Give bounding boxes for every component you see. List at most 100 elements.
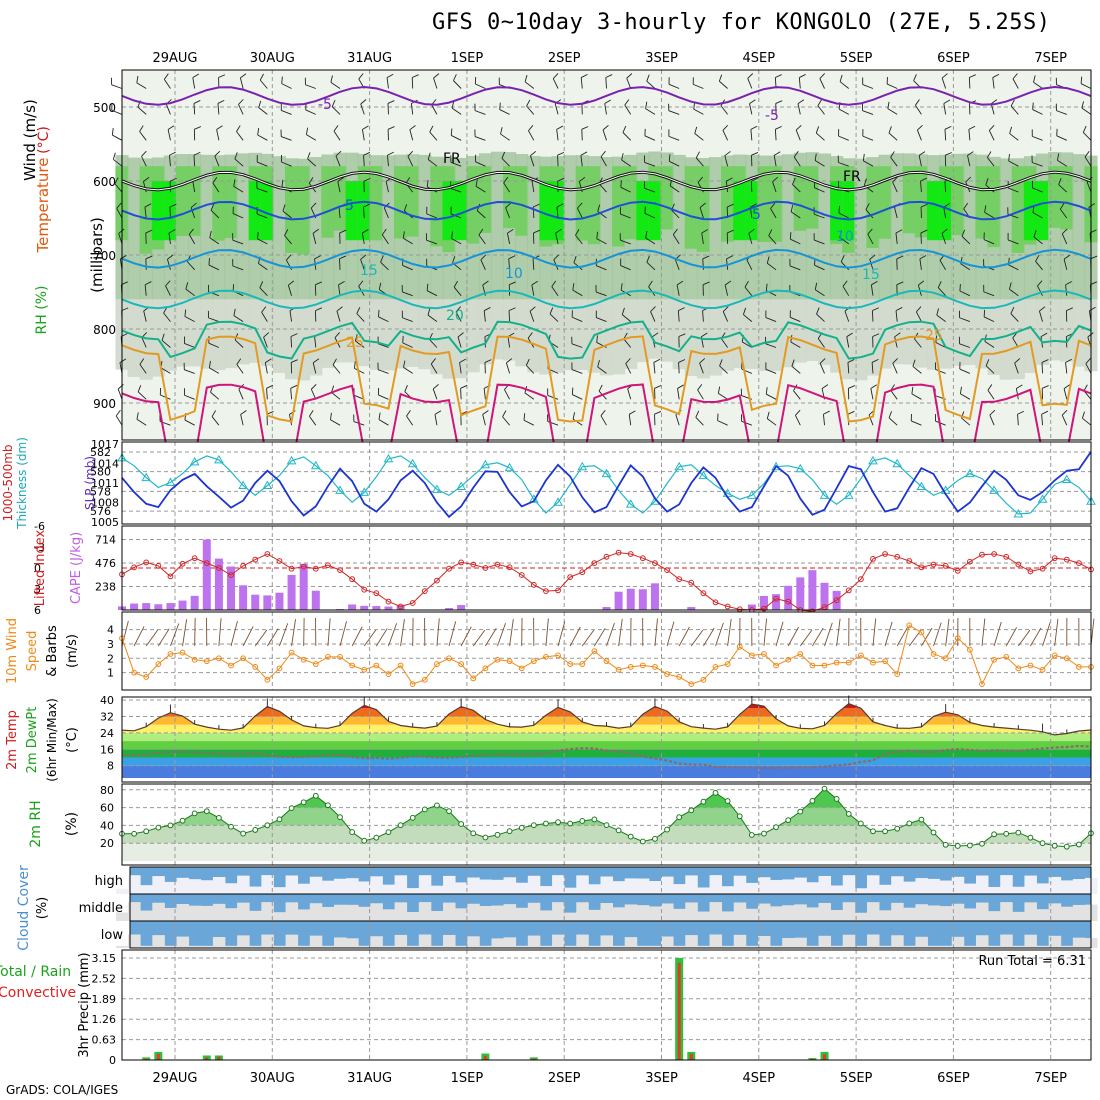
wind-barb — [918, 155, 922, 167]
wind-barb — [281, 110, 292, 115]
wind-barb — [838, 135, 849, 141]
wind-barb — [160, 367, 171, 374]
rh-point — [276, 816, 283, 823]
wind-barb-flag — [936, 308, 940, 316]
date-label-top: 3SEP — [645, 51, 678, 66]
cloud-cover-bar — [346, 904, 359, 921]
rh-point — [543, 820, 549, 827]
wind-barb-flag — [1040, 332, 1048, 338]
wind-barb — [644, 213, 656, 219]
wind-barb-flag — [185, 282, 189, 290]
wind-barb-10m — [375, 628, 388, 647]
wind-speed-point — [627, 664, 634, 670]
lifted-index-point — [458, 559, 465, 566]
wind-barb-flag — [943, 203, 950, 208]
wind-barb-flag — [892, 176, 898, 183]
wind-barb-flag — [480, 254, 487, 261]
cloud-cover-bar — [624, 878, 638, 894]
wind-barb — [596, 265, 607, 271]
wind-barb — [378, 419, 389, 426]
cloud-cover-bar — [842, 934, 856, 948]
wind-frame — [121, 611, 1092, 691]
wind-barb — [306, 134, 317, 141]
wind-barb-flag — [412, 74, 419, 78]
wind-barb-flag — [257, 231, 259, 240]
rh-shade — [563, 155, 577, 300]
wind-barb-flag — [695, 151, 700, 159]
wind-barb — [1008, 160, 1019, 167]
temperature-contour — [121, 85, 1092, 106]
temperature-contour — [121, 248, 1092, 269]
wind-barb — [381, 234, 389, 245]
cloud-cover-bar — [200, 905, 214, 921]
wind-barb-flag — [645, 231, 648, 239]
wind-barb — [988, 130, 995, 141]
thickness-point — [1061, 474, 1072, 484]
wind-barb-flag — [503, 176, 509, 184]
wind-barbs-label: & Barbs — [45, 625, 60, 677]
cloud-cover-bar — [394, 902, 408, 921]
wind-barb-flag — [210, 203, 215, 211]
wind-barb — [333, 130, 341, 141]
cloud-cover-bar — [1024, 902, 1037, 921]
wind-barb-flag — [1084, 151, 1090, 158]
wind-barb — [742, 341, 753, 348]
lifted-index-point — [700, 590, 707, 597]
rh-point — [688, 807, 695, 814]
wind-barb-10m — [654, 618, 658, 647]
wind-barb — [577, 207, 583, 219]
wind-barb — [192, 77, 196, 89]
cape-tick: 714 — [95, 533, 116, 546]
wind-barb-flag — [332, 358, 337, 366]
wind-barb-flag — [119, 358, 127, 363]
lifted-index-point — [991, 551, 997, 557]
lifted-index-point — [652, 560, 658, 566]
cloud-cover-bar — [685, 902, 698, 921]
wind-barb — [870, 388, 874, 400]
wind-barb — [378, 394, 389, 400]
wind-barb — [290, 336, 293, 348]
wind-barb — [620, 239, 631, 245]
cloud-cover-bar — [866, 875, 880, 894]
cloud-cover-bar — [527, 902, 541, 921]
wind-barb — [507, 336, 511, 348]
thickness-point — [262, 480, 273, 489]
rh-point — [300, 799, 307, 806]
wind-barb — [556, 207, 559, 219]
contour-label: FR — [443, 151, 461, 167]
wind-barb-flag — [120, 255, 127, 260]
wind-barb — [531, 181, 535, 193]
wind-barb — [621, 314, 632, 322]
cloud-cover-bar — [1072, 904, 1086, 921]
wind-barb — [141, 156, 147, 167]
wind-barb-flag — [499, 102, 501, 110]
wind-barb-flag — [238, 99, 244, 105]
wind-barb-flag — [557, 177, 565, 182]
precip-total-label: Total / Rain — [0, 964, 71, 980]
cloud-cover-bar — [164, 907, 177, 921]
wind-barb-flag — [184, 309, 187, 317]
cloud-cover-bar — [1072, 937, 1086, 948]
wind-barb-flag — [525, 358, 530, 366]
wind-barb-flag — [426, 179, 429, 187]
rh-point — [518, 824, 525, 831]
wind-barb-flag — [823, 410, 830, 415]
wind-barb — [627, 388, 632, 400]
wind-barb-flag — [912, 359, 916, 367]
wind-barb — [817, 338, 825, 348]
cloud-cover-bar — [866, 934, 880, 948]
wind-barb — [717, 420, 728, 426]
wind-barb — [862, 110, 874, 115]
wind-barb-flag — [141, 150, 147, 157]
wind-barb — [163, 312, 171, 322]
lifted-index-point — [882, 551, 888, 557]
wind-barb-flag — [403, 360, 406, 368]
cape-bar — [820, 582, 829, 610]
rh-shade — [696, 166, 710, 252]
wind-speed-tick: 3 — [107, 638, 114, 651]
wind-barb-flag — [839, 230, 842, 238]
wind-barb-10m — [812, 627, 824, 647]
cloud-cover-bar — [188, 905, 202, 921]
wind-barb-flag — [483, 307, 491, 312]
contour-label: 20 — [446, 308, 464, 324]
